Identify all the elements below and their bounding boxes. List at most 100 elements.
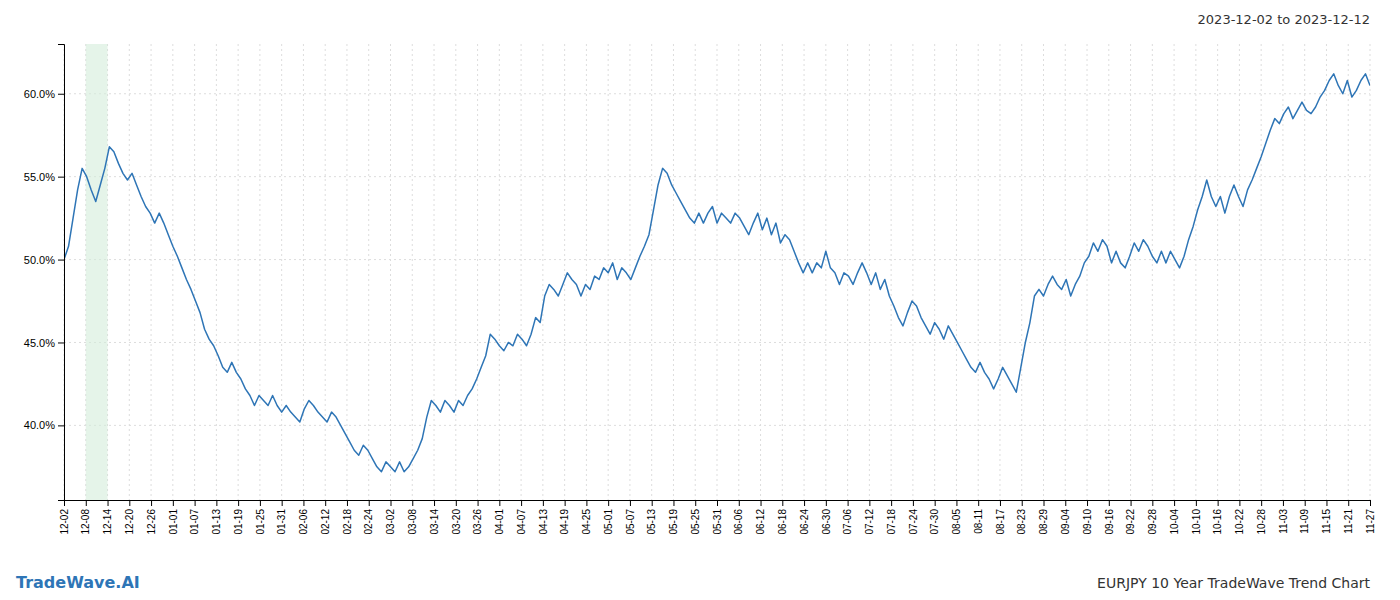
x-tick-mark bbox=[1283, 500, 1284, 506]
x-grid-line bbox=[717, 44, 718, 500]
x-tick: 06-06 bbox=[733, 500, 744, 535]
x-tick: 03-26 bbox=[472, 500, 483, 535]
y-tick-label: 50.0% bbox=[24, 254, 55, 266]
y-tick: 45.0% bbox=[24, 336, 64, 348]
x-tick-label: 12-26 bbox=[146, 509, 157, 535]
x-tick: 08-23 bbox=[1016, 500, 1027, 535]
x-grid-line bbox=[216, 44, 217, 500]
x-tick-mark bbox=[173, 500, 174, 506]
x-grid-line bbox=[1261, 44, 1262, 500]
plot: 12-0212-0812-1412-2012-2601-0101-0701-13… bbox=[24, 44, 1376, 535]
x-grid-line bbox=[825, 44, 826, 500]
x-tick-label: 07-06 bbox=[842, 509, 853, 535]
x-tick-mark bbox=[151, 500, 152, 506]
x-tick-mark bbox=[1239, 500, 1240, 506]
x-tick: 10-04 bbox=[1169, 500, 1180, 535]
x-tick-label: 01-19 bbox=[233, 509, 244, 535]
x-tick-label: 05-31 bbox=[712, 509, 723, 535]
x-tick: 09-28 bbox=[1147, 500, 1158, 535]
x-grid-line bbox=[1217, 44, 1218, 500]
x-tick-label: 11-21 bbox=[1343, 509, 1354, 534]
x-tick: 07-12 bbox=[864, 500, 875, 535]
x-tick: 08-05 bbox=[951, 500, 962, 535]
x-tick-mark bbox=[521, 500, 522, 506]
x-grid-line bbox=[934, 44, 935, 500]
grid bbox=[64, 44, 1370, 500]
x-grid-line bbox=[455, 44, 456, 500]
x-tick-mark bbox=[1065, 500, 1066, 506]
x-tick-label: 08-29 bbox=[1038, 509, 1049, 535]
x-grid-line bbox=[281, 44, 282, 500]
y-tick-mark bbox=[58, 425, 64, 426]
x-tick: 01-31 bbox=[276, 500, 287, 535]
x-grid-line bbox=[738, 44, 739, 500]
x-grid-line bbox=[760, 44, 761, 500]
x-tick: 01-07 bbox=[189, 500, 200, 535]
x-tick-mark bbox=[1348, 500, 1349, 506]
x-tick-label: 01-01 bbox=[168, 509, 179, 535]
x-tick: 05-07 bbox=[625, 500, 636, 535]
x-tick: 01-25 bbox=[255, 500, 266, 535]
x-tick-label: 03-14 bbox=[429, 509, 440, 535]
x-tick-mark bbox=[869, 500, 870, 506]
x-tick: 08-17 bbox=[995, 500, 1006, 535]
x-tick-label: 06-24 bbox=[799, 509, 810, 535]
x-grid-line bbox=[629, 44, 630, 500]
x-grid-line bbox=[1370, 44, 1371, 500]
x-tick: 11-09 bbox=[1299, 500, 1310, 534]
x-tick-mark bbox=[848, 500, 849, 506]
x-tick-mark bbox=[543, 500, 544, 506]
x-tick-label: 10-28 bbox=[1256, 509, 1267, 535]
x-tick: 06-12 bbox=[755, 500, 766, 535]
x-tick: 08-29 bbox=[1038, 500, 1049, 535]
x-tick: 11-15 bbox=[1321, 500, 1332, 534]
x-tick-mark bbox=[1326, 500, 1327, 506]
x-tick-mark bbox=[1087, 500, 1088, 506]
x-tick: 09-22 bbox=[1125, 500, 1136, 535]
x-tick-label: 03-20 bbox=[451, 509, 462, 535]
x-tick-mark bbox=[586, 500, 587, 506]
x-tick: 06-18 bbox=[777, 500, 788, 535]
x-tick: 03-08 bbox=[407, 500, 418, 535]
x-grid-line bbox=[325, 44, 326, 500]
x-tick-label: 02-24 bbox=[363, 509, 374, 535]
x-tick-label: 10-04 bbox=[1169, 509, 1180, 535]
x-tick-label: 02-06 bbox=[298, 509, 309, 535]
x-tick: 09-16 bbox=[1104, 500, 1115, 535]
x-tick-mark bbox=[565, 500, 566, 506]
x-tick-mark bbox=[1000, 500, 1001, 506]
x-tick-mark bbox=[717, 500, 718, 506]
highlight-band bbox=[86, 44, 108, 500]
x-tick: 10-22 bbox=[1234, 500, 1245, 535]
x-grid-line bbox=[586, 44, 587, 500]
x-tick: 04-25 bbox=[581, 500, 592, 535]
x-tick-label: 10-16 bbox=[1212, 509, 1223, 535]
x-tick-label: 06-12 bbox=[755, 509, 766, 535]
x-tick-mark bbox=[1305, 500, 1306, 506]
x-grid-line bbox=[782, 44, 783, 500]
x-tick: 04-13 bbox=[538, 500, 549, 535]
x-tick-mark bbox=[303, 500, 304, 506]
x-grid-line bbox=[259, 44, 260, 500]
x-axis-line bbox=[65, 501, 1371, 507]
x-tick: 01-01 bbox=[168, 500, 179, 535]
x-tick-mark bbox=[1218, 500, 1219, 506]
x-tick-mark bbox=[282, 500, 283, 506]
x-tick-label: 01-13 bbox=[211, 509, 222, 535]
x-tick: 03-14 bbox=[429, 500, 440, 535]
x-grid-line bbox=[521, 44, 522, 500]
x-tick-label: 04-25 bbox=[581, 509, 592, 535]
x-tick: 04-19 bbox=[559, 500, 570, 535]
x-tick-mark bbox=[1174, 500, 1175, 506]
x-tick-mark bbox=[1152, 500, 1153, 506]
x-tick-label: 03-02 bbox=[385, 509, 396, 535]
x-tick: 06-24 bbox=[799, 500, 810, 535]
x-grid-line bbox=[1021, 44, 1022, 500]
x-tick: 12-20 bbox=[124, 500, 135, 535]
x-tick-mark bbox=[478, 500, 479, 506]
x-tick-label: 07-30 bbox=[929, 509, 940, 535]
x-tick-label: 06-06 bbox=[733, 509, 744, 535]
x-tick: 11-27 bbox=[1365, 500, 1376, 534]
y-axis-line bbox=[58, 45, 65, 501]
x-tick: 02-06 bbox=[298, 500, 309, 535]
